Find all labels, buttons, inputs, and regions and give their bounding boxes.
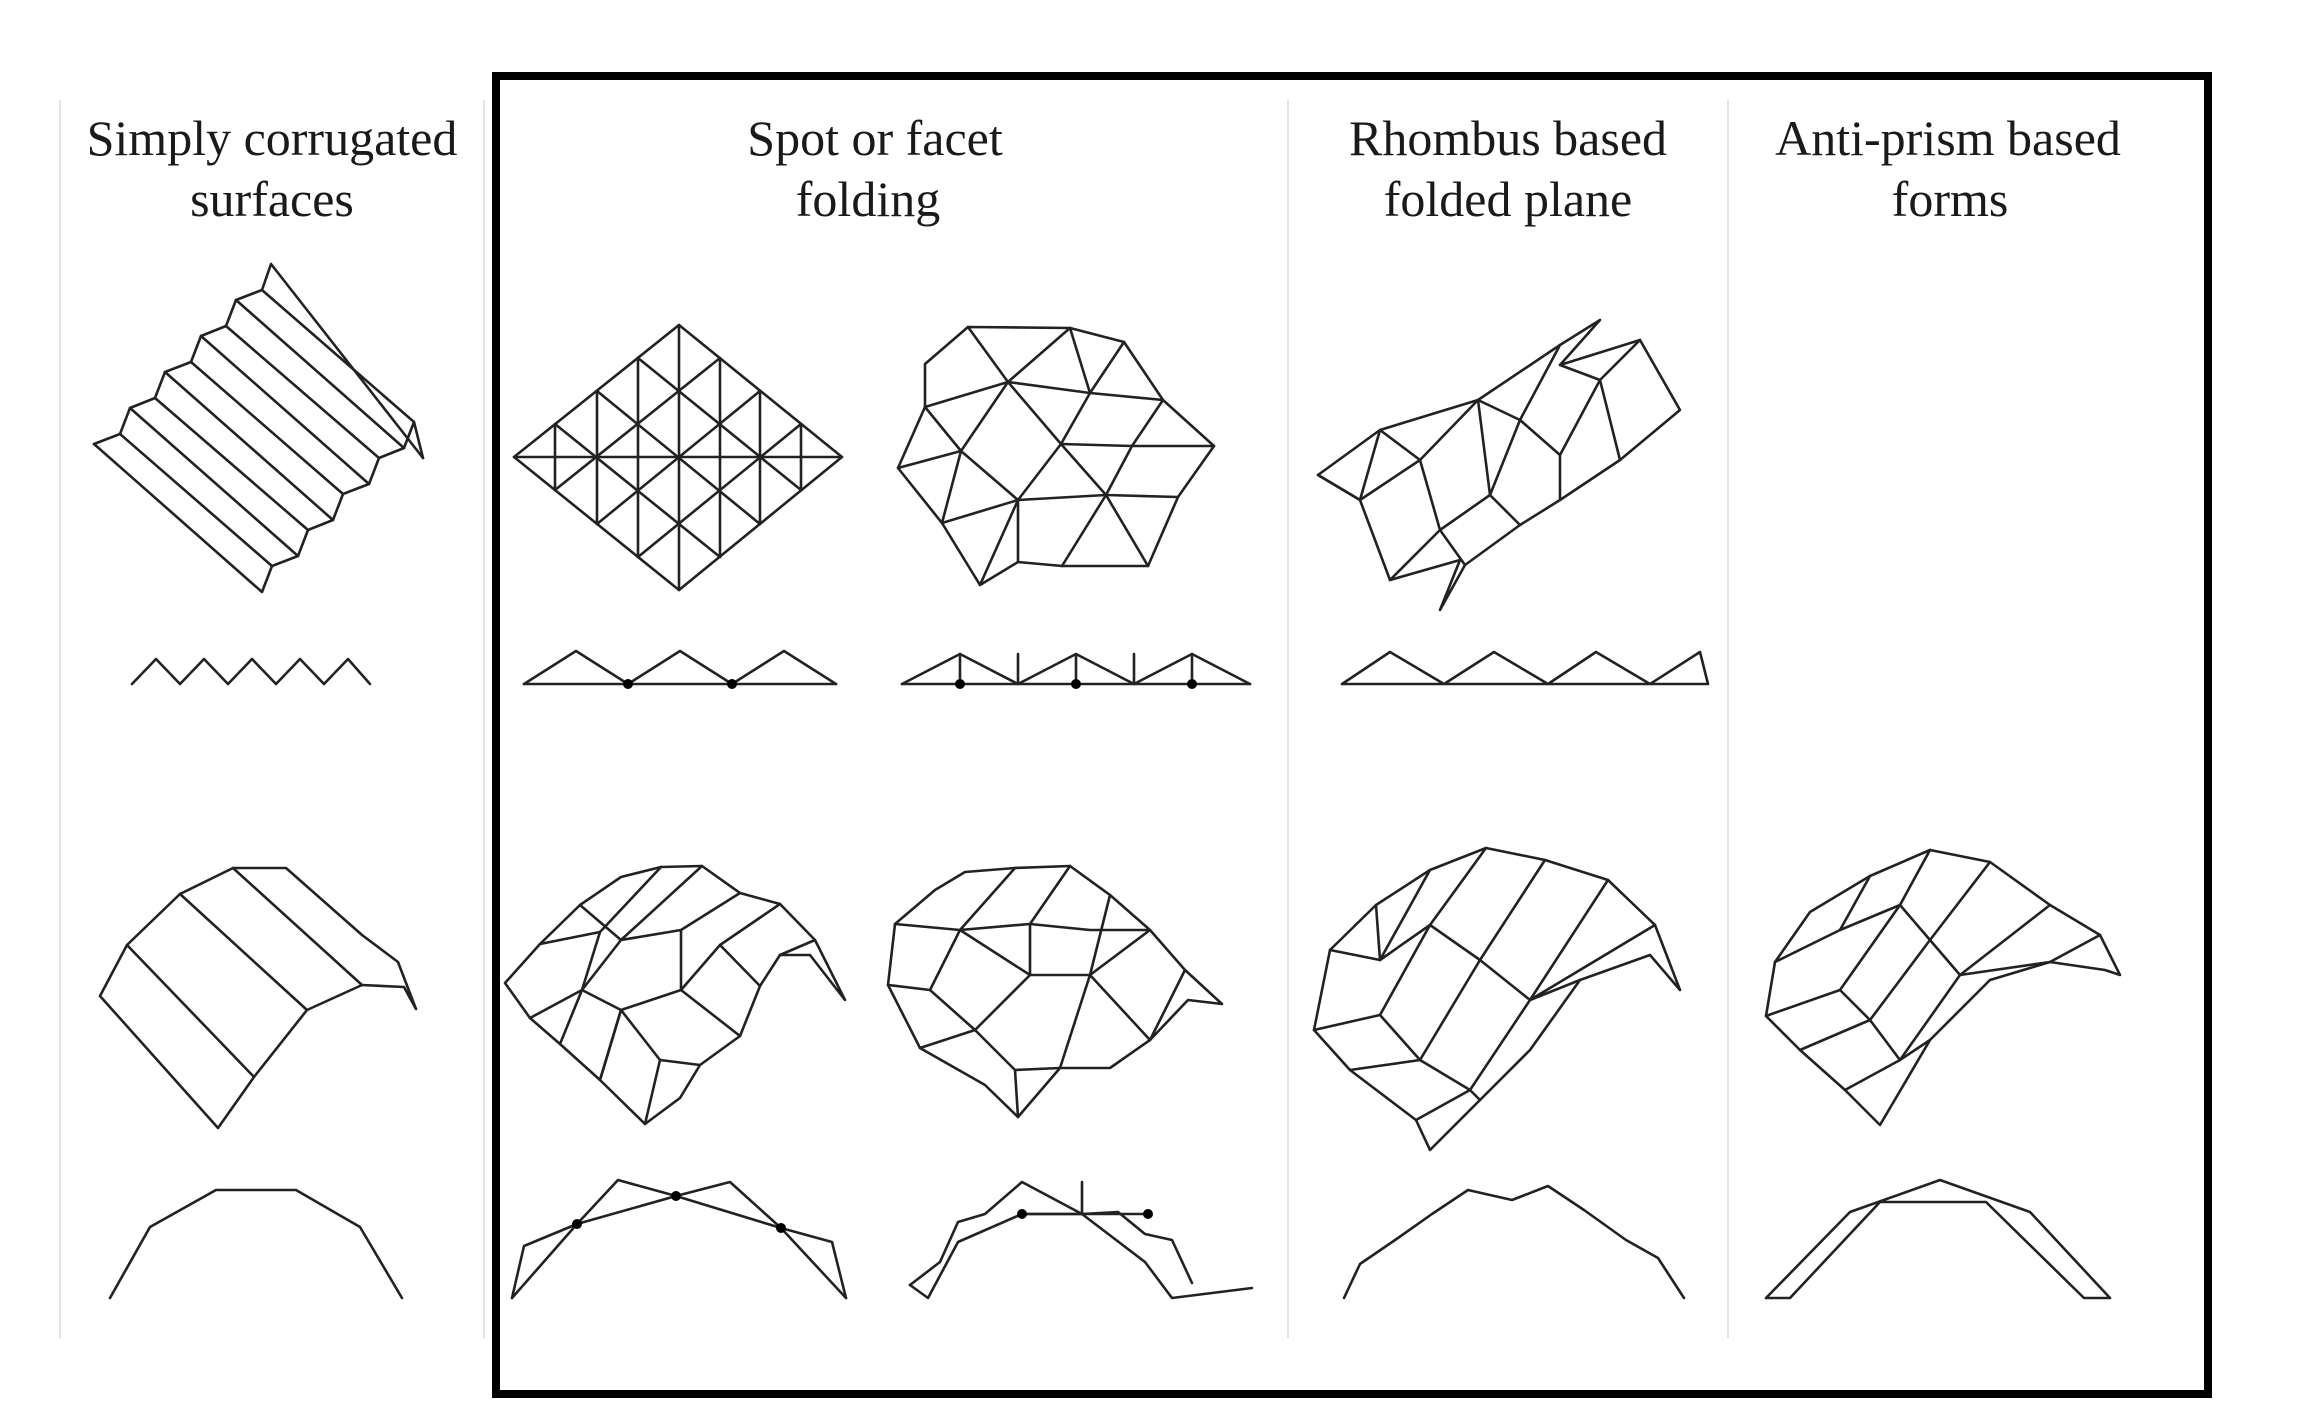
- title-spot-line2: folding: [796, 171, 940, 227]
- title-antiprism-line2: forms: [1892, 171, 2009, 227]
- spot-folding-diamond-arch-section: [510, 1178, 848, 1300]
- antiprism-arch-section: [1764, 1178, 2112, 1300]
- spot-folding-hexagonal-section: [900, 652, 1252, 689]
- spot-folding-diamond-section: [522, 649, 838, 689]
- rhombus-folded-plane-drawing: [1316, 318, 1682, 612]
- title-corrugated-line2: surfaces: [190, 171, 354, 227]
- rhombus-folded-plane-section: [1340, 650, 1710, 686]
- rhombus-arch-section: [1342, 1184, 1686, 1300]
- spot-folding-hexagonal-arch-section: [908, 1180, 1254, 1300]
- highlight-frame: [492, 72, 2212, 1398]
- spot-folding-hexagonal-drawing: [896, 325, 1216, 587]
- title-rhombus-line1: Rhombus based: [1349, 110, 1667, 166]
- spot-folding-diamond-arch-drawing: [503, 864, 847, 1126]
- antiprism-arch-drawing: [1764, 848, 2122, 1127]
- title-rhombus-line2: folded plane: [1384, 171, 1633, 227]
- corrugated-plane-drawing: [92, 262, 425, 594]
- title-antiprism-line1: Anti-prism based: [1775, 110, 2121, 166]
- title-corrugated-line1: Simply corrugated: [87, 110, 458, 166]
- title-spot-line1: Spot or facet: [747, 110, 1003, 166]
- corrugated-arch-drawing: [98, 866, 418, 1130]
- spot-folding-diamond-drawing: [512, 323, 844, 592]
- column-titles: Simply corrugated surfaces Spot or facet…: [87, 110, 2121, 227]
- rhombus-arch-drawing: [1312, 846, 1682, 1152]
- spot-folding-hexagonal-arch-drawing: [886, 864, 1224, 1119]
- corrugated-arch-section: [108, 1188, 404, 1300]
- column-separators: [59, 100, 1729, 1338]
- corrugated-plane-section: [130, 657, 372, 686]
